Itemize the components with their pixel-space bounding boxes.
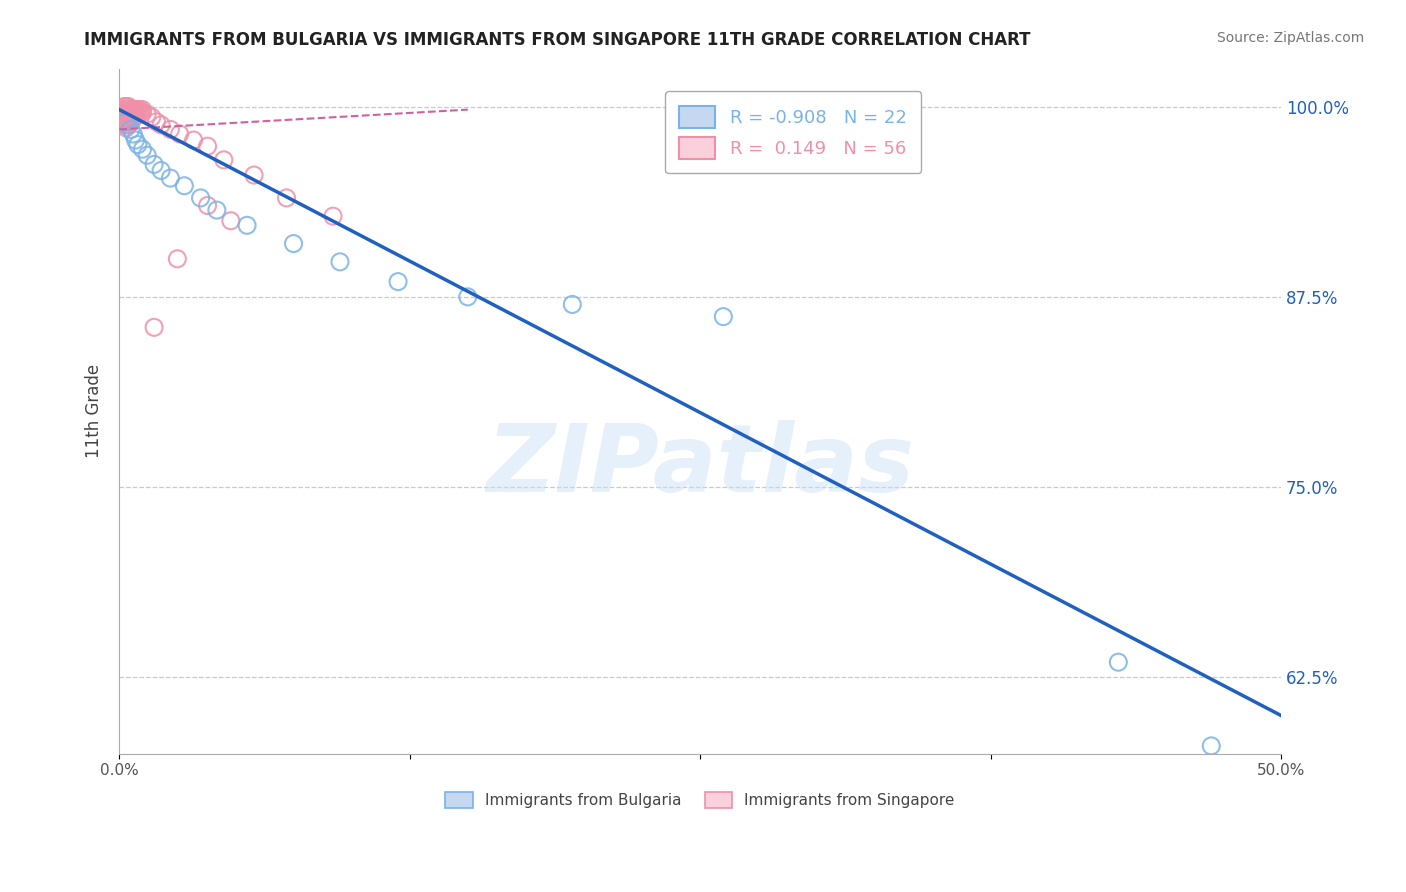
Point [112, 99, 135, 113]
Point [145, 115, 167, 129]
Text: IMMIGRANTS FROM BULGARIA VS IMMIGRANTS FROM SINGAPORE 11TH GRADE CORRELATION CHA: IMMIGRANTS FROM BULGARIA VS IMMIGRANTS F… [84, 31, 1031, 49]
Point [112, 109, 135, 123]
Point [276, 191, 298, 205]
Text: ZIPatlas: ZIPatlas [486, 420, 914, 512]
Point [117, 109, 139, 123]
Point [131, 105, 153, 120]
Point [124, 103, 146, 117]
Point [243, 168, 266, 182]
Point [115, 120, 138, 135]
Legend: Immigrants from Bulgaria, Immigrants from Singapore: Immigrants from Bulgaria, Immigrants fro… [440, 786, 960, 814]
Point [120, 112, 142, 126]
Point [115, 99, 138, 113]
Point [205, 203, 228, 218]
Point [131, 103, 153, 117]
Point [122, 103, 145, 117]
Point [122, 112, 145, 126]
Point [115, 115, 138, 129]
Point [236, 219, 259, 233]
Point [117, 112, 139, 126]
Point [131, 142, 153, 156]
Point [150, 163, 173, 178]
Point [127, 103, 149, 117]
Point [166, 252, 188, 266]
Point [150, 118, 173, 132]
Point [183, 133, 205, 147]
Point [115, 105, 138, 120]
Point [169, 127, 191, 141]
Point [112, 103, 135, 117]
Point [143, 320, 166, 334]
Point [122, 109, 145, 123]
Point [322, 209, 344, 223]
Point [115, 103, 138, 117]
Point [1199, 739, 1222, 753]
Point [457, 290, 479, 304]
Point [127, 105, 149, 120]
Point [136, 148, 159, 162]
Point [120, 105, 142, 120]
Point [212, 153, 235, 167]
Point [173, 178, 195, 193]
Point [124, 133, 146, 147]
Point [117, 105, 139, 120]
Point [197, 198, 219, 212]
Point [115, 118, 138, 132]
Point [120, 103, 142, 117]
Point [120, 109, 142, 123]
Point [283, 236, 305, 251]
Point [329, 255, 352, 269]
Point [120, 122, 142, 136]
Point [197, 139, 219, 153]
Point [117, 118, 139, 132]
Point [115, 115, 138, 129]
Text: Source: ZipAtlas.com: Source: ZipAtlas.com [1216, 31, 1364, 45]
Point [112, 118, 135, 132]
Point [136, 107, 159, 121]
Point [122, 127, 145, 141]
Point [219, 213, 242, 227]
Point [117, 99, 139, 113]
Point [122, 105, 145, 120]
Point [115, 112, 138, 126]
Point [387, 275, 409, 289]
Point [190, 191, 212, 205]
Point [117, 103, 139, 117]
Point [159, 171, 181, 186]
Point [124, 105, 146, 120]
Point [159, 122, 181, 136]
Point [124, 109, 146, 123]
Point [115, 109, 138, 123]
Point [127, 137, 149, 152]
Point [143, 157, 166, 171]
Point [112, 115, 135, 129]
Point [129, 105, 152, 120]
Point [129, 103, 152, 117]
Point [711, 310, 734, 324]
Point [1107, 655, 1129, 669]
Point [112, 112, 135, 126]
Point [120, 115, 142, 129]
Point [141, 110, 163, 124]
Y-axis label: 11th Grade: 11th Grade [86, 364, 103, 458]
Point [117, 115, 139, 129]
Point [112, 105, 135, 120]
Point [561, 297, 583, 311]
